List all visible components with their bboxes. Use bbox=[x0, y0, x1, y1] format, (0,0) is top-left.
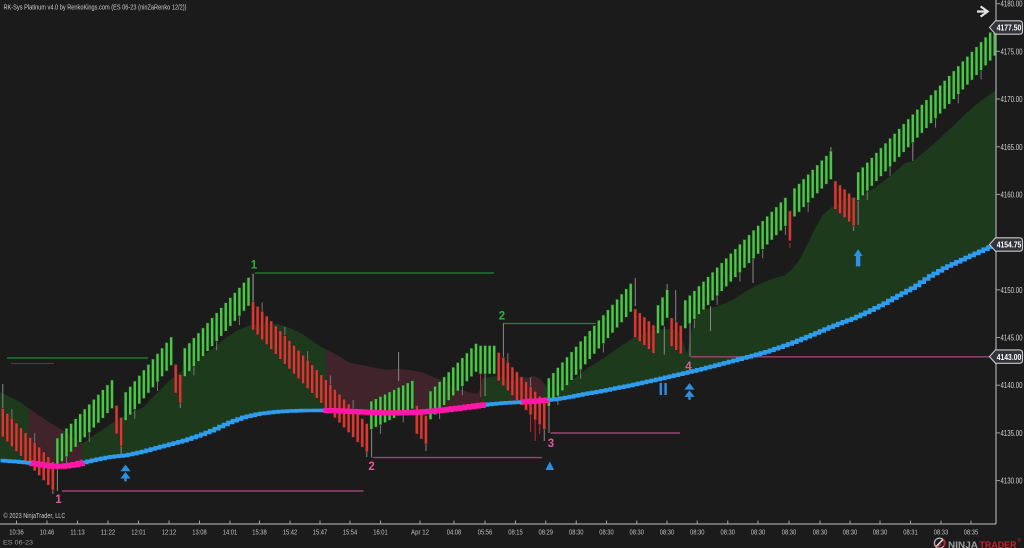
svg-text:08:31: 08:31 bbox=[903, 528, 918, 537]
svg-text:4165.00: 4165.00 bbox=[1001, 143, 1023, 152]
svg-text:08:35: 08:35 bbox=[964, 528, 979, 537]
svg-text:3: 3 bbox=[548, 438, 554, 450]
svg-text:4180.00: 4180.00 bbox=[1001, 0, 1023, 9]
svg-text:08:30: 08:30 bbox=[813, 528, 828, 537]
svg-text:08:30: 08:30 bbox=[660, 528, 675, 537]
svg-text:08:30: 08:30 bbox=[630, 528, 645, 537]
svg-text:12:01: 12:01 bbox=[131, 528, 146, 537]
svg-text:15:54: 15:54 bbox=[343, 528, 358, 537]
svg-text:08:30: 08:30 bbox=[690, 528, 705, 537]
svg-text:TRADER: TRADER bbox=[980, 540, 1017, 548]
svg-text:08:30: 08:30 bbox=[599, 528, 614, 537]
svg-text:11:22: 11:22 bbox=[101, 528, 116, 537]
svg-text:10:36: 10:36 bbox=[9, 528, 24, 537]
svg-text:4160.00: 4160.00 bbox=[1001, 190, 1023, 199]
svg-text:15:42: 15:42 bbox=[283, 528, 298, 537]
svg-text:4175.00: 4175.00 bbox=[1001, 47, 1023, 56]
svg-text:14:01: 14:01 bbox=[223, 528, 238, 537]
svg-text:Apr 12: Apr 12 bbox=[411, 528, 429, 537]
svg-text:08:33: 08:33 bbox=[934, 528, 949, 537]
svg-text:1: 1 bbox=[55, 494, 62, 506]
svg-text:4140.00: 4140.00 bbox=[1001, 381, 1023, 390]
svg-text:®: ® bbox=[1018, 537, 1022, 544]
svg-text:08:15: 08:15 bbox=[508, 528, 523, 537]
svg-text:10:46: 10:46 bbox=[40, 528, 55, 537]
svg-text:08:30: 08:30 bbox=[782, 528, 797, 537]
svg-text:13:08: 13:08 bbox=[192, 528, 207, 537]
svg-text:4143.00: 4143.00 bbox=[997, 352, 1022, 362]
svg-text:4170.00: 4170.00 bbox=[1001, 95, 1023, 104]
svg-text:15:38: 15:38 bbox=[252, 528, 267, 537]
svg-text:08:29: 08:29 bbox=[539, 528, 554, 537]
svg-text:2: 2 bbox=[368, 461, 374, 473]
svg-text:08:30: 08:30 bbox=[569, 528, 584, 537]
svg-text:ES 06-23: ES 06-23 bbox=[3, 540, 33, 547]
svg-text:05:56: 05:56 bbox=[478, 528, 493, 537]
svg-text:4154.75: 4154.75 bbox=[997, 240, 1022, 250]
svg-text:2: 2 bbox=[499, 311, 505, 323]
svg-text:4150.00: 4150.00 bbox=[1001, 286, 1023, 295]
svg-text:12:12: 12:12 bbox=[162, 528, 177, 537]
svg-text:08:30: 08:30 bbox=[721, 528, 736, 537]
svg-text:11:13: 11:13 bbox=[70, 528, 85, 537]
svg-text:1: 1 bbox=[251, 260, 258, 272]
svg-text:15:47: 15:47 bbox=[313, 528, 328, 537]
svg-text:16:01: 16:01 bbox=[373, 528, 388, 537]
svg-text:04:08: 04:08 bbox=[447, 528, 462, 537]
svg-text:© 2023 NinjaTrader, LLC: © 2023 NinjaTrader, LLC bbox=[4, 511, 66, 520]
svg-text:4130.00: 4130.00 bbox=[1001, 477, 1023, 486]
svg-text:4: 4 bbox=[685, 361, 692, 373]
svg-text:4177.50: 4177.50 bbox=[997, 23, 1022, 33]
svg-text:RK-Sys Platinum v4.0 by RenkoK: RK-Sys Platinum v4.0 by RenkoKings.com (… bbox=[4, 3, 187, 12]
svg-text:08:30: 08:30 bbox=[843, 528, 858, 537]
svg-text:4145.00: 4145.00 bbox=[1001, 334, 1023, 343]
svg-text:08:30: 08:30 bbox=[751, 528, 766, 537]
svg-text:4135.00: 4135.00 bbox=[1001, 429, 1023, 438]
svg-text:08:30: 08:30 bbox=[873, 528, 888, 537]
svg-text:NINJA: NINJA bbox=[948, 540, 978, 548]
